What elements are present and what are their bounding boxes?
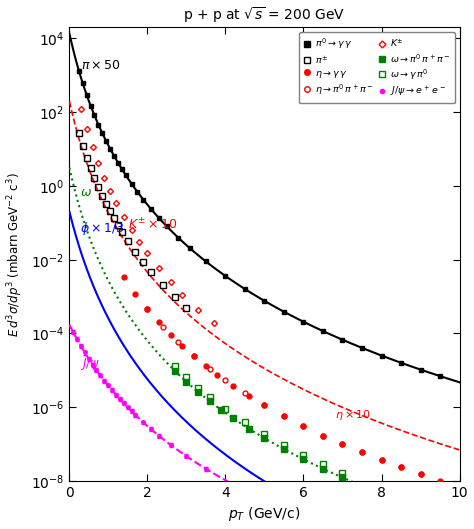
Text: $\pi \times 50$: $\pi \times 50$ [81,59,121,72]
Title: p + p at $\sqrt{s}$ = 200 GeV: p + p at $\sqrt{s}$ = 200 GeV [183,6,346,25]
Text: $K^{\pm}\times 10$: $K^{\pm}\times 10$ [128,217,177,233]
Y-axis label: $E\,d^3\sigma/dp^3$ (mbarn GeV$^{-2}$ c$^3$): $E\,d^3\sigma/dp^3$ (mbarn GeV$^{-2}$ c$… [6,172,25,336]
Text: $\omega$: $\omega$ [80,186,92,198]
Text: $\phi \times 1/3$: $\phi \times 1/3$ [80,221,125,238]
Legend: $\pi^0 \rightarrow \gamma\,\gamma$, $\pi^{\pm}$, $\eta \rightarrow \gamma\,\gamm: $\pi^0 \rightarrow \gamma\,\gamma$, $\pi… [299,32,455,104]
Text: $\eta \times 10$: $\eta \times 10$ [335,408,371,422]
Text: $J/\psi$: $J/\psi$ [80,357,100,372]
X-axis label: $p_T$ (GeV/c): $p_T$ (GeV/c) [228,505,301,523]
